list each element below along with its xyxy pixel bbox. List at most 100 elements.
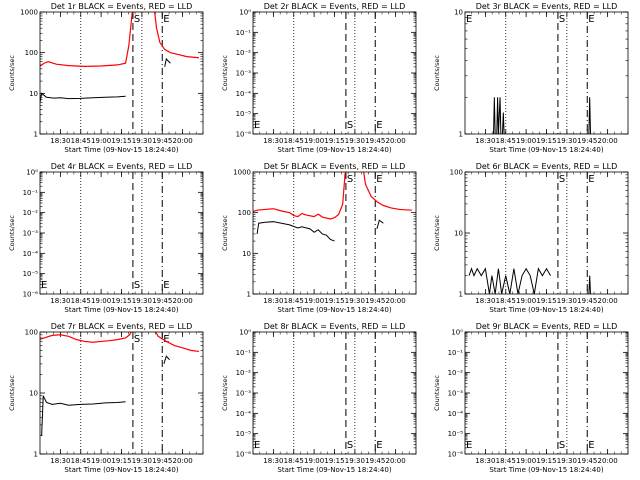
- x-tick-label: 18:45: [284, 457, 304, 465]
- x-tick-label: 19:00: [516, 137, 536, 145]
- x-tick-label: 19:15: [324, 297, 344, 305]
- x-tick-label: 19:00: [91, 457, 111, 465]
- x-tick-label: 20:00: [386, 297, 406, 305]
- x-tick-label: 19:30: [557, 297, 577, 305]
- x-tick-label: 19:30: [345, 297, 365, 305]
- panel-title: Det 3r BLACK = Events, RED = LLD: [476, 2, 618, 11]
- plot-frame: [252, 171, 417, 295]
- y-tick-label: 10⁻⁶: [236, 131, 252, 139]
- y-tick-label: 10⁻⁴: [23, 250, 39, 258]
- y-tick-label: 10⁻⁶: [23, 291, 39, 299]
- panel-series-group: [493, 97, 592, 134]
- x-tick-label: 19:00: [91, 297, 111, 305]
- events-series-line: [493, 97, 592, 134]
- y-tick-label: 1: [34, 451, 38, 459]
- x-tick-label: 19:15: [324, 457, 344, 465]
- panel-det-2r: Det 2r BLACK = Events, RED = LLD 10⁻⁶ 10⁻⁵…: [221, 2, 417, 154]
- events-series-line: [163, 355, 170, 365]
- panel-det-3r: Det 3r BLACK = Events, RED = LLD 1 10 18:30…: [433, 2, 629, 154]
- y-tick-label: 10⁰: [239, 329, 251, 337]
- lld-series-line: [154, 332, 199, 353]
- y-axis-title: Counts/sec: [221, 375, 229, 411]
- panel-series-group: [468, 267, 592, 294]
- start-marker-label: S: [559, 440, 565, 451]
- x-tick-label: 18:45: [284, 137, 304, 145]
- y-axis-title: Counts/sec: [433, 55, 441, 91]
- panel-series-group: [40, 332, 199, 436]
- end-marker-label: E: [466, 14, 472, 25]
- panel-det-1r: Det 1r BLACK = Events, RED = LLD 1 10 100 10…: [8, 2, 204, 154]
- x-tick-label: 18:45: [284, 297, 304, 305]
- x-tick-label: 19:30: [132, 297, 152, 305]
- end-marker-label: E: [588, 174, 594, 185]
- y-tick-label: 10⁻²: [236, 369, 252, 377]
- y-tick-label: 1: [459, 131, 463, 139]
- y-axis-title: Counts/sec: [221, 55, 229, 91]
- x-tick-label: 19:00: [304, 457, 324, 465]
- x-axis-title: Start Time (09-Nov-15 18:24:40): [277, 146, 391, 154]
- start-marker-label: S: [134, 280, 140, 291]
- x-tick-label: 19:30: [132, 137, 152, 145]
- x-tick-label: 19:30: [345, 457, 365, 465]
- end-marker-label: E: [163, 280, 169, 291]
- y-tick-label: 1000: [233, 169, 251, 177]
- x-tick-label: 18:30: [50, 137, 70, 145]
- events-series-line: [256, 221, 335, 242]
- x-tick-label: 20:00: [598, 297, 618, 305]
- x-tick-label: 18:45: [496, 297, 516, 305]
- y-tick-label: 1: [34, 131, 38, 139]
- panel-title: Det 1r BLACK = Events, RED = LLD: [51, 2, 193, 11]
- lld-series-line: [253, 172, 347, 220]
- x-tick-label: 19:00: [304, 137, 324, 145]
- events-series-line: [468, 267, 552, 294]
- end-marker-label: E: [163, 14, 169, 25]
- events-series-line: [588, 275, 592, 294]
- x-tick-label: 19:45: [577, 457, 597, 465]
- x-tick-label: 18:45: [71, 457, 91, 465]
- x-axis-title: Start Time (09-Nov-15 18:24:40): [64, 306, 178, 314]
- y-tick-label: 1: [459, 291, 463, 299]
- panel-title: Det 9r BLACK = Events, RED = LLD: [476, 322, 618, 331]
- y-tick-label: 10: [454, 9, 463, 17]
- plot-frame: [464, 331, 629, 455]
- y-tick-label: 10⁻⁶: [236, 451, 252, 459]
- x-tick-label: 19:45: [577, 137, 597, 145]
- x-tick-label: 18:30: [475, 457, 495, 465]
- panel-title: Det 7r BLACK = Events, RED = LLD: [51, 322, 193, 331]
- panel-det-9r: Det 9r BLACK = Events, RED = LLD 10⁻⁶ 10⁻⁵…: [433, 322, 629, 474]
- x-tick-label: 18:30: [263, 297, 283, 305]
- x-tick-label: 18:30: [50, 457, 70, 465]
- lld-series-line: [154, 12, 199, 59]
- y-tick-label: 10: [454, 230, 463, 238]
- plot-frame: [39, 171, 204, 295]
- panel-title: Det 4r BLACK = Events, RED = LLD: [51, 162, 193, 171]
- y-axis-title: Counts/sec: [221, 215, 229, 251]
- end-marker-label: E: [376, 440, 382, 451]
- x-tick-label: 20:00: [173, 137, 193, 145]
- x-axis-title: Start Time (09-Nov-15 18:24:40): [277, 306, 391, 314]
- y-tick-label: 10⁻³: [236, 70, 252, 78]
- end-marker-label: E: [41, 280, 47, 291]
- x-tick-label: 19:30: [557, 137, 577, 145]
- panel-title: Det 8r BLACK = Events, RED = LLD: [264, 322, 406, 331]
- x-tick-label: 19:15: [111, 297, 131, 305]
- x-tick-label: 19:15: [536, 137, 556, 145]
- y-tick-label: 10: [29, 90, 38, 98]
- end-marker-label: E: [163, 334, 169, 345]
- panel-series-group: [253, 172, 412, 242]
- panel-det-7r: Det 7r BLACK = Events, RED = LLD 1 10 100 18…: [8, 322, 204, 474]
- y-tick-label: 10⁻³: [23, 230, 39, 238]
- x-tick-label: 18:30: [263, 137, 283, 145]
- end-marker-label: E: [376, 120, 382, 131]
- panel-series-group: [40, 12, 199, 103]
- y-tick-label: 10⁻⁴: [236, 410, 252, 418]
- y-tick-label: 1000: [20, 9, 38, 17]
- plot-frame: [252, 331, 417, 455]
- x-tick-label: 19:15: [536, 457, 556, 465]
- x-tick-label: 20:00: [386, 137, 406, 145]
- x-tick-label: 19:00: [516, 457, 536, 465]
- y-axis-title: Counts/sec: [8, 215, 16, 251]
- y-tick-label: 1: [247, 291, 251, 299]
- y-tick-label: 10⁻¹: [236, 29, 252, 37]
